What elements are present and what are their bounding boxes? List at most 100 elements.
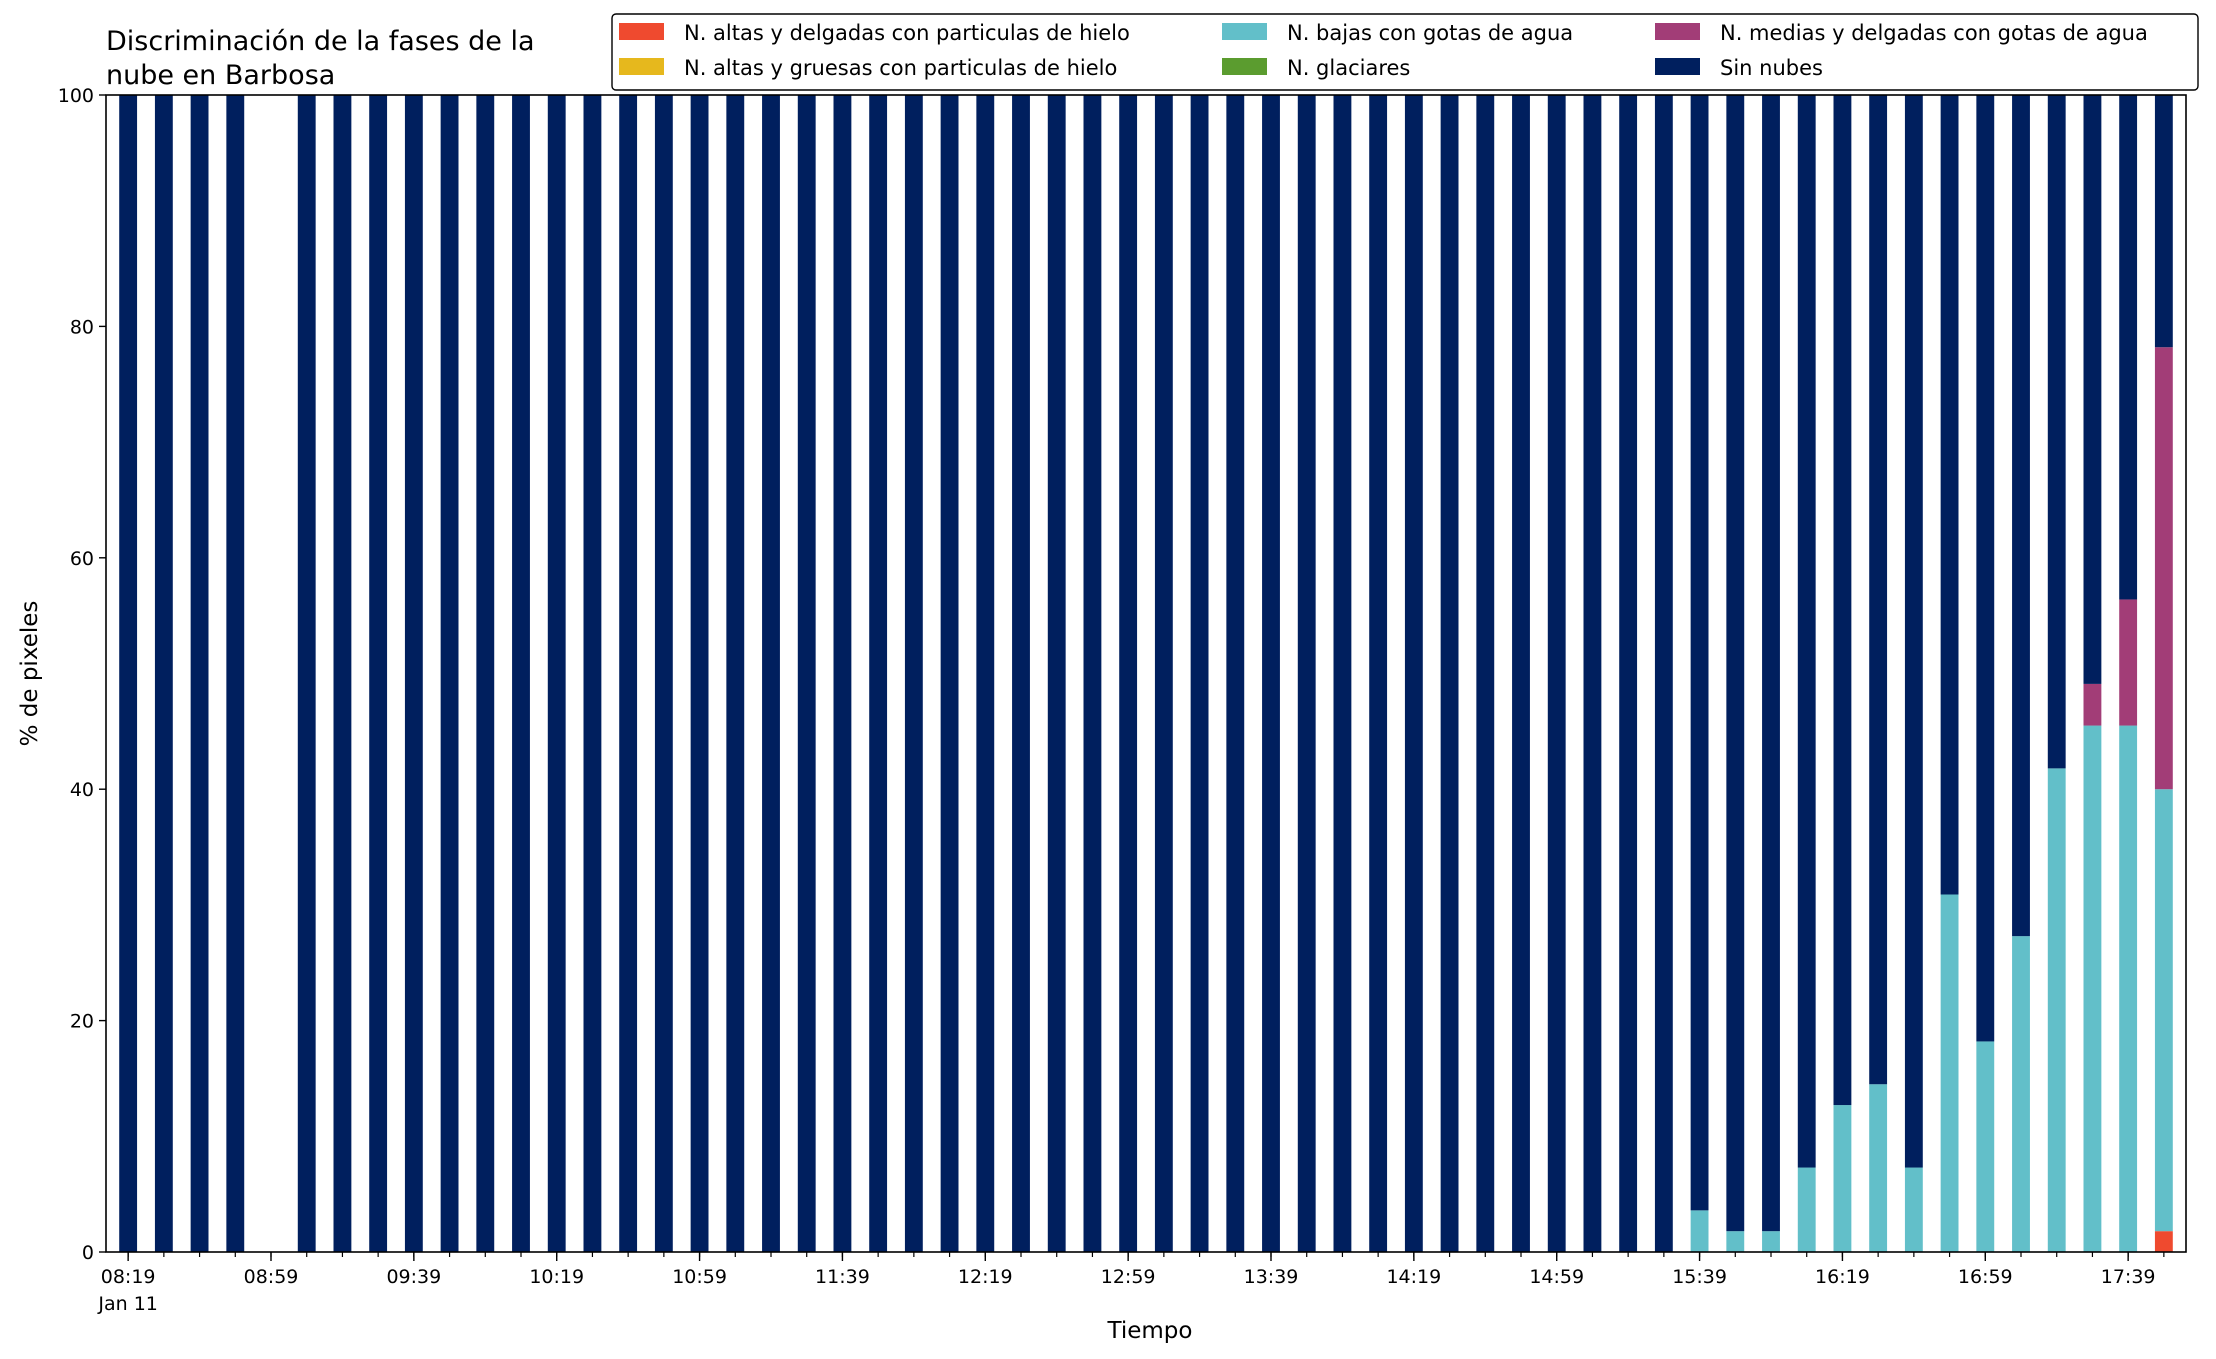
bar-segment xyxy=(2119,95,2138,600)
legend-swatch xyxy=(1655,23,1700,40)
x-tick-label: 17:39 xyxy=(2101,1266,2156,1288)
bar-segment xyxy=(2119,599,2138,726)
x-tick-label: 13:39 xyxy=(1244,1266,1299,1288)
bar-segment xyxy=(1154,95,1173,1252)
y-tick-label: 40 xyxy=(70,779,94,801)
bar-segment xyxy=(762,95,780,1252)
bar-segment xyxy=(1654,95,1673,1252)
bar-segment xyxy=(2154,1231,2173,1252)
x-tick-label: 10:19 xyxy=(529,1266,584,1288)
bar-segment xyxy=(2119,725,2138,1252)
bar-segment xyxy=(797,95,816,1252)
bar-segment xyxy=(404,95,423,1252)
legend-label: N. medias y delgadas con gotas de agua xyxy=(1720,21,2148,45)
legend-label: N. altas y delgadas con particulas de hi… xyxy=(684,21,1130,45)
legend-label: N. altas y gruesas con particulas de hie… xyxy=(684,56,1117,80)
bar-segment xyxy=(1726,1231,1745,1252)
bar-segment xyxy=(1404,95,1423,1252)
bar-segment xyxy=(1904,95,1923,1168)
bar-segment xyxy=(1547,95,1566,1252)
bar-segment xyxy=(690,95,709,1252)
bar-segment xyxy=(226,95,245,1252)
bar-segment xyxy=(976,95,995,1252)
bar-segment xyxy=(440,95,459,1252)
bar-segment xyxy=(2154,95,2173,348)
x-tick-label: 09:39 xyxy=(386,1266,441,1288)
bar-segment xyxy=(333,95,352,1252)
bar-segment xyxy=(1726,95,1745,1232)
bar-segment xyxy=(1869,1084,1888,1252)
legend-swatch xyxy=(1222,58,1267,75)
bar-segment xyxy=(1119,95,1138,1252)
bar-segment xyxy=(1797,1167,1816,1252)
bar-segment xyxy=(904,95,923,1252)
bar-segment xyxy=(1797,95,1816,1168)
x-tick-label: 12:59 xyxy=(1101,1266,1156,1288)
bar-segment xyxy=(869,95,888,1252)
bar-segment xyxy=(2083,683,2102,726)
x-tick-label: 08:59 xyxy=(244,1266,299,1288)
bar-segment xyxy=(1869,95,1888,1085)
bar-segment xyxy=(940,95,959,1252)
legend-swatch xyxy=(619,58,664,75)
x-tick-label: 14:59 xyxy=(1529,1266,1584,1288)
legend-swatch xyxy=(1655,58,1700,75)
bar-segment xyxy=(1262,95,1280,1252)
bar-segment xyxy=(547,95,566,1252)
bar-segment xyxy=(1833,1105,1852,1252)
bar-segment xyxy=(833,95,852,1252)
bar-segment xyxy=(119,95,138,1252)
x-tick-label: 11:39 xyxy=(815,1266,870,1288)
y-tick-label: 60 xyxy=(70,548,94,570)
x-axis-label: Tiempo xyxy=(1107,1318,1193,1344)
bar-segment xyxy=(1940,894,1959,1252)
legend-label: N. bajas con gotas de agua xyxy=(1287,21,1573,45)
x-tick-label: 14:19 xyxy=(1386,1266,1441,1288)
y-tick-label: 100 xyxy=(58,85,94,107)
y-tick-label: 80 xyxy=(70,316,94,338)
bar-segment xyxy=(190,95,209,1252)
bar-segment xyxy=(1047,95,1066,1252)
bar-segment xyxy=(2012,936,2030,1252)
bar-segment xyxy=(1762,1231,1780,1252)
x-tick-sublabel: Jan 11 xyxy=(97,1293,158,1315)
bar-segment xyxy=(1833,95,1852,1106)
y-tick-label: 20 xyxy=(70,1011,94,1033)
bar-segment xyxy=(1762,95,1780,1232)
chart-title: Discriminación de la fases de la xyxy=(106,26,535,57)
x-tick-label: 12:19 xyxy=(958,1266,1013,1288)
bar-segment xyxy=(1369,95,1388,1252)
bar-segment xyxy=(297,95,316,1252)
bar-segment xyxy=(2012,95,2030,937)
legend-swatch xyxy=(619,23,664,40)
legend-swatch xyxy=(1222,23,1267,40)
bar-segment xyxy=(2047,768,2066,1252)
bar-segment xyxy=(1976,95,1995,1042)
bar-segment xyxy=(2154,347,2173,790)
x-tick-label: 10:59 xyxy=(672,1266,727,1288)
bar-segment xyxy=(1440,95,1459,1252)
x-tick-label: 16:19 xyxy=(1815,1266,1870,1288)
bar-segment xyxy=(1619,95,1638,1252)
bar-segment xyxy=(2047,95,2066,769)
bar-segment xyxy=(1512,95,1530,1252)
legend-label: N. glaciares xyxy=(1287,56,1410,80)
legend-label: Sin nubes xyxy=(1720,56,1823,80)
bar-segment xyxy=(1690,1210,1709,1252)
bar-segment xyxy=(654,95,673,1252)
bar-segment xyxy=(2083,95,2102,684)
bar-segment xyxy=(1012,95,1030,1252)
bar-segment xyxy=(1297,95,1316,1252)
bar-segment xyxy=(512,95,530,1252)
bar-segment xyxy=(1583,95,1602,1252)
y-axis-label: % de pixeles xyxy=(17,601,43,747)
bar-segment xyxy=(583,95,602,1252)
bar-segment xyxy=(2083,725,2102,1252)
bar-segment xyxy=(1690,95,1709,1211)
bar-segment xyxy=(1083,95,1102,1252)
bar-segment xyxy=(1976,1041,1995,1252)
bar-segment xyxy=(1940,95,1959,895)
bar-segment xyxy=(726,95,745,1252)
